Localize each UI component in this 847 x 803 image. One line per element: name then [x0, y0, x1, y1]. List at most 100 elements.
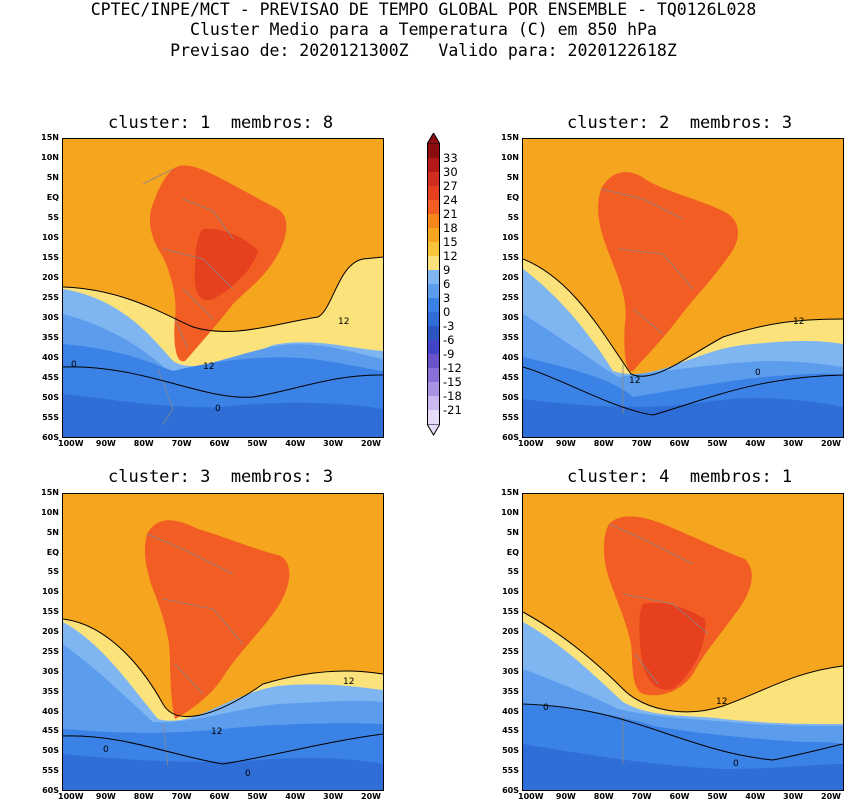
lat-tick-label: 5S: [507, 213, 519, 222]
lat-tick-label: 15S: [502, 253, 519, 262]
lat-tick-label: 60S: [502, 433, 519, 442]
contour-label: 0: [71, 360, 77, 370]
lat-tick-label: 55S: [502, 413, 519, 422]
panel-2-map: 12 12 0: [522, 138, 844, 438]
colorbar-segment: [428, 298, 439, 313]
lon-tick-label: 50W: [707, 439, 728, 448]
lat-tick-label: 10N: [501, 153, 519, 162]
lon-tick-label: 90W: [95, 792, 116, 801]
lon-tick-label: 60W: [209, 439, 230, 448]
colorbar-segment: [428, 144, 439, 159]
lat-tick-label: 10N: [501, 507, 519, 517]
lat-tick-label: 35S: [42, 686, 59, 696]
lon-tick-label: 40W: [285, 439, 306, 448]
contour-label: 0: [733, 759, 739, 769]
panel-3-title: cluster: 3 membros: 3: [108, 467, 334, 487]
lon-tick-label: 20W: [361, 792, 382, 801]
lat-tick-label: 25S: [502, 293, 519, 302]
lat-tick-label: 5N: [46, 527, 59, 537]
colorbar-label: 9: [443, 263, 451, 277]
colorbar-label: 0: [443, 305, 451, 319]
colorbar-segment: [428, 172, 439, 187]
lat-tick-label: 30S: [42, 666, 59, 676]
colorbar-segment: [428, 200, 439, 215]
lon-tick-label: 70W: [171, 439, 192, 448]
lat-tick-label: 35S: [42, 333, 59, 342]
lat-tick-label: 5S: [47, 213, 59, 222]
contour-label: 12: [629, 376, 640, 386]
contour-label: 12: [716, 697, 727, 707]
lon-tick-label: 70W: [631, 792, 652, 801]
lat-tick-label: 5N: [506, 173, 519, 182]
lat-tick-label: 10S: [502, 233, 519, 242]
lat-tick-label: 15S: [42, 253, 59, 262]
lon-tick-label: 100W: [58, 439, 84, 448]
lon-tick-label: 80W: [133, 439, 154, 448]
lon-tick-label: 90W: [555, 792, 576, 801]
lon-tick-label: 60W: [669, 439, 690, 448]
colorbar-bottom-arrow: [427, 424, 440, 436]
colorbar-segment: [428, 242, 439, 257]
lon-tick-label: 20W: [821, 439, 842, 448]
colorbar-label: -21: [443, 403, 462, 417]
lon-tick-label: 80W: [593, 439, 614, 448]
lat-tick-label: 55S: [42, 413, 59, 422]
colorbar-segment: [428, 326, 439, 341]
lat-tick-label: 15S: [502, 607, 519, 617]
colorbar-segment: [428, 284, 439, 299]
lat-tick-label: 10N: [41, 507, 59, 517]
colorbar-segment: [428, 382, 439, 397]
lat-tick-label: 5N: [506, 527, 519, 537]
colorbar-label: -3: [443, 319, 455, 333]
colorbar-segment: [428, 368, 439, 383]
lat-tick-label: 20S: [42, 627, 59, 637]
lat-tick-label: 20S: [502, 627, 519, 637]
lon-tick-label: 40W: [745, 792, 766, 801]
lat-tick-label: EQ: [46, 547, 59, 557]
lat-tick-label: 40S: [502, 706, 519, 716]
lat-tick-label: 5S: [507, 567, 519, 577]
lat-tick-label: 55S: [502, 766, 519, 776]
lon-tick-label: 70W: [171, 792, 192, 801]
colorbar-segment: [428, 270, 439, 285]
lat-tick-label: 10N: [41, 153, 59, 162]
panel-4-title: cluster: 4 membros: 1: [567, 467, 793, 487]
lon-tick-label: 40W: [745, 439, 766, 448]
lat-tick-label: 10S: [42, 233, 59, 242]
lat-tick-label: 35S: [502, 686, 519, 696]
lat-tick-label: 10S: [502, 587, 519, 597]
lat-tick-label: 50S: [42, 746, 59, 756]
lat-tick-label: 25S: [502, 646, 519, 656]
lon-tick-label: 90W: [95, 439, 116, 448]
panel-1-title: cluster: 1 membros: 8: [108, 113, 334, 133]
colorbar: [427, 144, 440, 425]
contour-label: 12: [338, 317, 349, 327]
lat-tick-label: 10S: [42, 587, 59, 597]
lat-tick-label: 15N: [501, 488, 519, 497]
colorbar-label: -9: [443, 347, 455, 361]
lat-tick-label: 45S: [42, 373, 59, 382]
lon-tick-label: 40W: [285, 792, 306, 801]
lat-tick-label: 45S: [502, 373, 519, 382]
panel-1-map: 12 12 0 0: [62, 138, 384, 438]
lat-tick-label: 20S: [42, 273, 59, 282]
panel-2-title: cluster: 2 membros: 3: [567, 113, 793, 133]
colorbar-label: 12: [443, 249, 458, 263]
colorbar-segment: [428, 396, 439, 411]
lat-tick-label: EQ: [46, 193, 59, 202]
lat-tick-label: 30S: [502, 666, 519, 676]
colorbar-label: 21: [443, 207, 458, 221]
lat-tick-label: 35S: [502, 333, 519, 342]
lon-tick-label: 90W: [555, 439, 576, 448]
colorbar-segment: [428, 186, 439, 201]
lat-tick-label: 20S: [502, 273, 519, 282]
lat-tick-label: 55S: [42, 766, 59, 776]
colorbar-label: 18: [443, 221, 458, 235]
lon-tick-label: 100W: [518, 792, 544, 801]
lat-tick-label: 50S: [42, 393, 59, 402]
colorbar-label: 27: [443, 179, 458, 193]
contour-label: 0: [215, 404, 221, 414]
contour-label: 12: [343, 677, 354, 687]
colorbar-segment: [428, 228, 439, 243]
colorbar-segment: [428, 158, 439, 173]
